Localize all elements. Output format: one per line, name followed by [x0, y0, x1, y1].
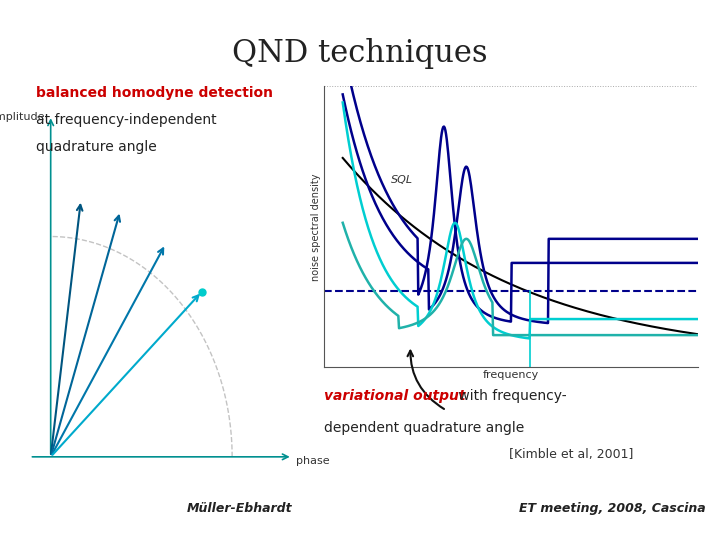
Text: Hannover: Hannover [44, 514, 86, 523]
Text: dependent quadrature angle: dependent quadrature angle [324, 421, 524, 435]
Text: amplitude: amplitude [0, 112, 45, 122]
Text: SQL: SQL [392, 174, 413, 185]
Text: at frequency-independent: at frequency-independent [36, 113, 217, 127]
Text: ET meeting, 2008, Cascina: ET meeting, 2008, Cascina [519, 502, 706, 515]
Text: Leibniz: Leibniz [48, 492, 82, 501]
X-axis label: frequency: frequency [483, 370, 539, 380]
Text: quadrature angle: quadrature angle [36, 140, 157, 154]
Text: with frequency-: with frequency- [454, 389, 566, 403]
Text: phase: phase [296, 456, 329, 465]
Text: Universität: Universität [42, 503, 88, 512]
Text: [Kimble et al, 2001]: [Kimble et al, 2001] [509, 448, 634, 461]
Text: variational output: variational output [324, 389, 466, 403]
Text: QND techniques: QND techniques [232, 38, 488, 69]
Text: Müller-Ebhardt: Müller-Ebhardt [187, 502, 293, 515]
Y-axis label: noise spectral density: noise spectral density [311, 173, 321, 281]
Text: balanced homodyne detection: balanced homodyne detection [36, 86, 273, 100]
